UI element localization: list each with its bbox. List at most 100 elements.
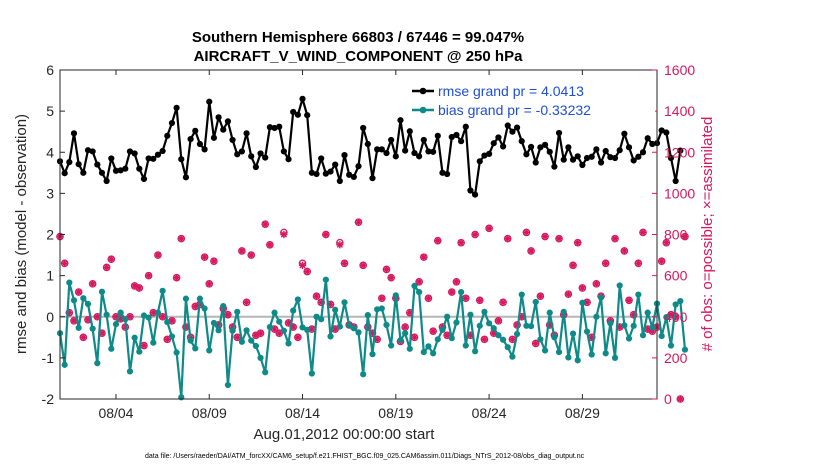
bias-point <box>262 369 269 376</box>
bias-point <box>667 342 675 349</box>
rmse-point <box>374 146 381 153</box>
obs-assimilated-point <box>504 235 512 243</box>
rmse-point <box>136 165 143 172</box>
right-tick-label: 800 <box>664 227 688 243</box>
chart-subtitle: AIRCRAFT_V_WIND_COMPONENT @ 250 hPa <box>194 48 524 65</box>
bias-point <box>499 336 507 343</box>
bias-point <box>425 343 432 350</box>
bias-point <box>294 296 301 303</box>
rmse-point <box>541 141 549 148</box>
bias-point <box>145 314 152 321</box>
bias-point <box>434 336 441 343</box>
obs-assimilated-point <box>242 298 251 306</box>
bias-point <box>276 318 283 325</box>
bias-point <box>61 361 68 368</box>
rmse-point <box>425 148 432 155</box>
chart-title: Southern Hemisphere 66803 / 67446 = 99.0… <box>192 29 524 46</box>
bias-point <box>555 349 563 356</box>
rmse-point <box>271 124 278 132</box>
rmse-point <box>555 129 563 137</box>
obs-assimilated-point <box>200 253 209 261</box>
data-file-note: data file: /Users/raeder/DAI/ATM_forcXX/… <box>145 453 585 460</box>
bias-point <box>402 330 409 337</box>
rmse-point <box>290 108 297 116</box>
obs-assimilated-point <box>522 228 531 237</box>
rmse-point <box>173 104 180 111</box>
rmse-point <box>672 177 679 185</box>
legend-rmse-label: rmse grand pr = 4.0413 <box>438 83 584 99</box>
bias-point <box>611 354 619 361</box>
obs-assimilated-point <box>564 290 572 298</box>
rmse-point <box>434 132 441 139</box>
rmse-point <box>588 153 595 160</box>
rmse-point <box>527 143 535 151</box>
bias-point <box>70 297 78 304</box>
rmse-point <box>639 149 647 156</box>
bias-point <box>453 319 460 326</box>
obs-assimilated-point <box>303 267 311 276</box>
rmse-point <box>276 123 283 130</box>
bias-point <box>602 350 609 357</box>
rmse-point <box>504 122 511 129</box>
rmse-point <box>238 148 245 155</box>
bias-point <box>229 327 236 334</box>
rmse-point <box>453 131 460 139</box>
bias-point <box>448 335 455 342</box>
bias-point <box>588 351 595 358</box>
obs-assimilated-point <box>429 327 437 335</box>
bias-point <box>182 295 190 302</box>
rmse-point <box>332 161 339 168</box>
left-tick-label: 4 <box>46 144 54 160</box>
rmse-point <box>206 98 213 105</box>
obs-assimilated-point <box>140 341 148 350</box>
bias-point <box>220 302 227 310</box>
bias-point <box>518 291 525 298</box>
obs-assimilated-point <box>145 272 153 280</box>
obs-assimilated-point <box>611 235 619 243</box>
bias-point <box>658 332 665 340</box>
x-axis-ticks: 08/04 08/09 08/14 08/19 08/24 08/29 <box>98 70 600 421</box>
bias-point <box>481 308 488 315</box>
rmse-point <box>420 136 427 144</box>
rmse-point <box>196 140 204 148</box>
x-tick-label: 08/09 <box>192 405 227 421</box>
obs-assimilated-point <box>312 292 321 300</box>
obs-assimilated-point <box>588 333 596 341</box>
rmse-point <box>444 170 451 178</box>
obs-assimilated-point <box>620 247 628 255</box>
obs-assimilated-point <box>672 313 680 321</box>
obs-assimilated-point <box>443 331 451 339</box>
x-tick-label: 08/14 <box>285 405 320 421</box>
bias-point <box>523 322 530 329</box>
rmse-point <box>252 163 259 171</box>
x-tick-label: 08/24 <box>472 405 507 421</box>
rmse-point <box>439 169 446 176</box>
obs-assimilated-point <box>546 321 554 329</box>
rmse-point <box>579 161 586 169</box>
obs-assimilated-point <box>410 333 419 341</box>
obs-assimilated-point <box>378 294 386 302</box>
obs-assimilated-point <box>233 333 241 341</box>
rmse-point <box>574 153 581 160</box>
obs-assimilated-point <box>75 288 83 296</box>
obs-assimilated-point <box>368 329 377 337</box>
bias-point <box>66 279 73 286</box>
right-tick-label: 1400 <box>664 103 695 119</box>
obs-assimilated-point <box>252 331 260 339</box>
bias-point <box>537 336 544 343</box>
obs-assimilated-point <box>583 298 591 306</box>
obs-assimilated-point <box>634 259 642 267</box>
rmse-point <box>583 154 591 162</box>
rmse-point <box>611 154 619 162</box>
legend: rmse grand pr = 4.0413 bias grand pr = -… <box>407 79 655 122</box>
obs-assimilated-point <box>331 325 339 333</box>
obs-assimilated-point <box>298 261 307 269</box>
obs-assimilated-point <box>508 335 517 343</box>
rmse-point <box>220 126 227 133</box>
rmse-point <box>397 117 404 124</box>
bias-point <box>374 306 381 313</box>
bias-point <box>94 360 101 367</box>
bias-point <box>476 322 483 329</box>
left-tick-label: 2 <box>46 227 54 243</box>
obs-assimilated-point <box>457 239 465 247</box>
